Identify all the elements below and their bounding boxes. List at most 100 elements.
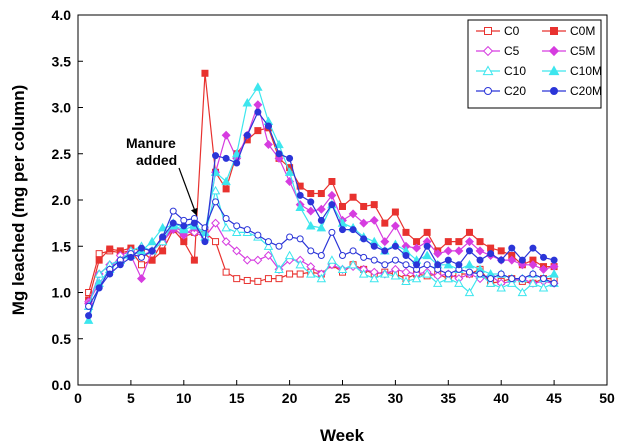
data-point-c20 xyxy=(476,270,484,278)
data-point-c20 xyxy=(360,253,368,261)
data-point-c10 xyxy=(443,273,454,283)
data-point-c0m xyxy=(455,238,463,246)
data-point-c20 xyxy=(381,261,389,269)
data-point-c20m xyxy=(286,154,294,162)
legend: C0 C0M C5 C5M C10 C10M C20 C20M xyxy=(467,19,602,109)
x-tick-label: 20 xyxy=(282,390,298,406)
data-point-c20m xyxy=(222,154,230,162)
data-point-c20m xyxy=(402,252,410,259)
data-point-c0 xyxy=(212,238,220,246)
data-point-c5m xyxy=(412,243,422,253)
data-point-c20m xyxy=(127,253,135,261)
data-point-c20m xyxy=(413,261,421,269)
data-point-c5m xyxy=(327,190,337,200)
data-point-c20 xyxy=(243,226,251,234)
data-point-c0 xyxy=(85,289,93,296)
data-point-c10m xyxy=(295,202,305,212)
data-point-c20m xyxy=(455,261,463,269)
legend-label: C0 xyxy=(504,24,520,38)
x-tick-label: 5 xyxy=(127,390,135,406)
data-point-c5m xyxy=(316,204,326,214)
data-point-c5m xyxy=(179,230,189,240)
data-point-c20m xyxy=(95,284,103,292)
legend-marker xyxy=(548,65,560,76)
data-point-c10m xyxy=(464,259,475,269)
data-point-c20m xyxy=(137,244,145,252)
data-point-c20m xyxy=(85,312,93,320)
data-point-c0m xyxy=(497,247,505,255)
data-point-c20 xyxy=(444,270,452,278)
data-point-c5m xyxy=(348,209,358,219)
data-point-c5 xyxy=(253,255,263,265)
data-point-c5 xyxy=(263,251,273,260)
data-point-c10m xyxy=(147,236,157,246)
data-point-c10 xyxy=(284,250,295,260)
data-point-c5 xyxy=(211,218,220,228)
data-point-c5m xyxy=(539,264,548,274)
data-point-c20m xyxy=(148,247,156,255)
data-point-c10 xyxy=(348,259,358,269)
data-point-c10m xyxy=(83,315,94,324)
data-point-c20 xyxy=(264,238,272,246)
data-point-c20 xyxy=(85,302,93,310)
legend-marker xyxy=(548,45,560,57)
data-point-c0m xyxy=(402,228,410,236)
data-point-c10 xyxy=(210,185,221,195)
x-tick-label: 25 xyxy=(335,390,351,406)
data-point-c0m xyxy=(465,228,473,236)
data-point-c10 xyxy=(295,259,305,269)
x-tick-label: 30 xyxy=(388,390,404,406)
data-point-c20m xyxy=(434,261,442,269)
data-point-c5m xyxy=(443,246,453,256)
annotation-arrowhead xyxy=(190,207,198,216)
data-point-c20m xyxy=(307,198,315,206)
legend-label: C0M xyxy=(570,24,595,38)
data-point-c20 xyxy=(508,275,516,283)
data-point-c10 xyxy=(369,273,379,283)
legend-marker xyxy=(482,45,494,57)
data-point-c10 xyxy=(454,278,464,287)
data-point-c20m xyxy=(169,219,177,227)
legend-label: C10 xyxy=(504,64,526,78)
data-point-c10 xyxy=(507,278,517,287)
data-point-c10m xyxy=(306,220,316,230)
data-point-c20 xyxy=(286,233,294,241)
data-point-c20 xyxy=(328,228,336,236)
data-point-c10m xyxy=(422,250,432,260)
data-point-c20m xyxy=(497,256,505,264)
legend-label: C20M xyxy=(570,84,602,98)
y-tick-label: 1.5 xyxy=(52,238,72,254)
data-point-c5m xyxy=(433,249,443,259)
legend-marker xyxy=(482,65,494,76)
data-point-c20 xyxy=(317,252,325,259)
data-point-c20m xyxy=(264,122,272,130)
annotation-line-2: added xyxy=(136,152,177,168)
data-point-c20m xyxy=(540,253,548,261)
data-point-c10 xyxy=(528,278,538,287)
data-point-c20m xyxy=(106,270,114,278)
data-point-c20 xyxy=(349,247,357,255)
data-point-c5m xyxy=(359,218,369,228)
series-c10m xyxy=(83,82,559,324)
data-point-c20m xyxy=(180,222,188,230)
data-point-c20m xyxy=(233,159,241,167)
legend-label: C10M xyxy=(570,64,602,78)
data-point-c10 xyxy=(221,222,231,232)
data-point-c10m xyxy=(443,259,454,269)
data-point-c20m xyxy=(212,152,220,160)
series-line-c10m xyxy=(88,85,555,321)
data-point-c5m xyxy=(507,255,517,265)
data-point-c20m xyxy=(201,238,209,246)
data-point-c20 xyxy=(550,279,558,287)
data-point-c10 xyxy=(231,227,242,236)
data-point-c20m xyxy=(360,235,368,243)
data-point-c20 xyxy=(518,275,526,283)
series-c20m xyxy=(85,108,558,320)
data-point-c0 xyxy=(296,270,304,278)
data-point-c20m xyxy=(275,150,283,158)
data-point-c5m xyxy=(465,237,474,247)
y-axis-title: Mg leached (mg per column) xyxy=(9,85,28,315)
legend-marker xyxy=(484,87,492,95)
data-point-c10 xyxy=(157,236,168,246)
data-point-c20 xyxy=(212,198,220,206)
